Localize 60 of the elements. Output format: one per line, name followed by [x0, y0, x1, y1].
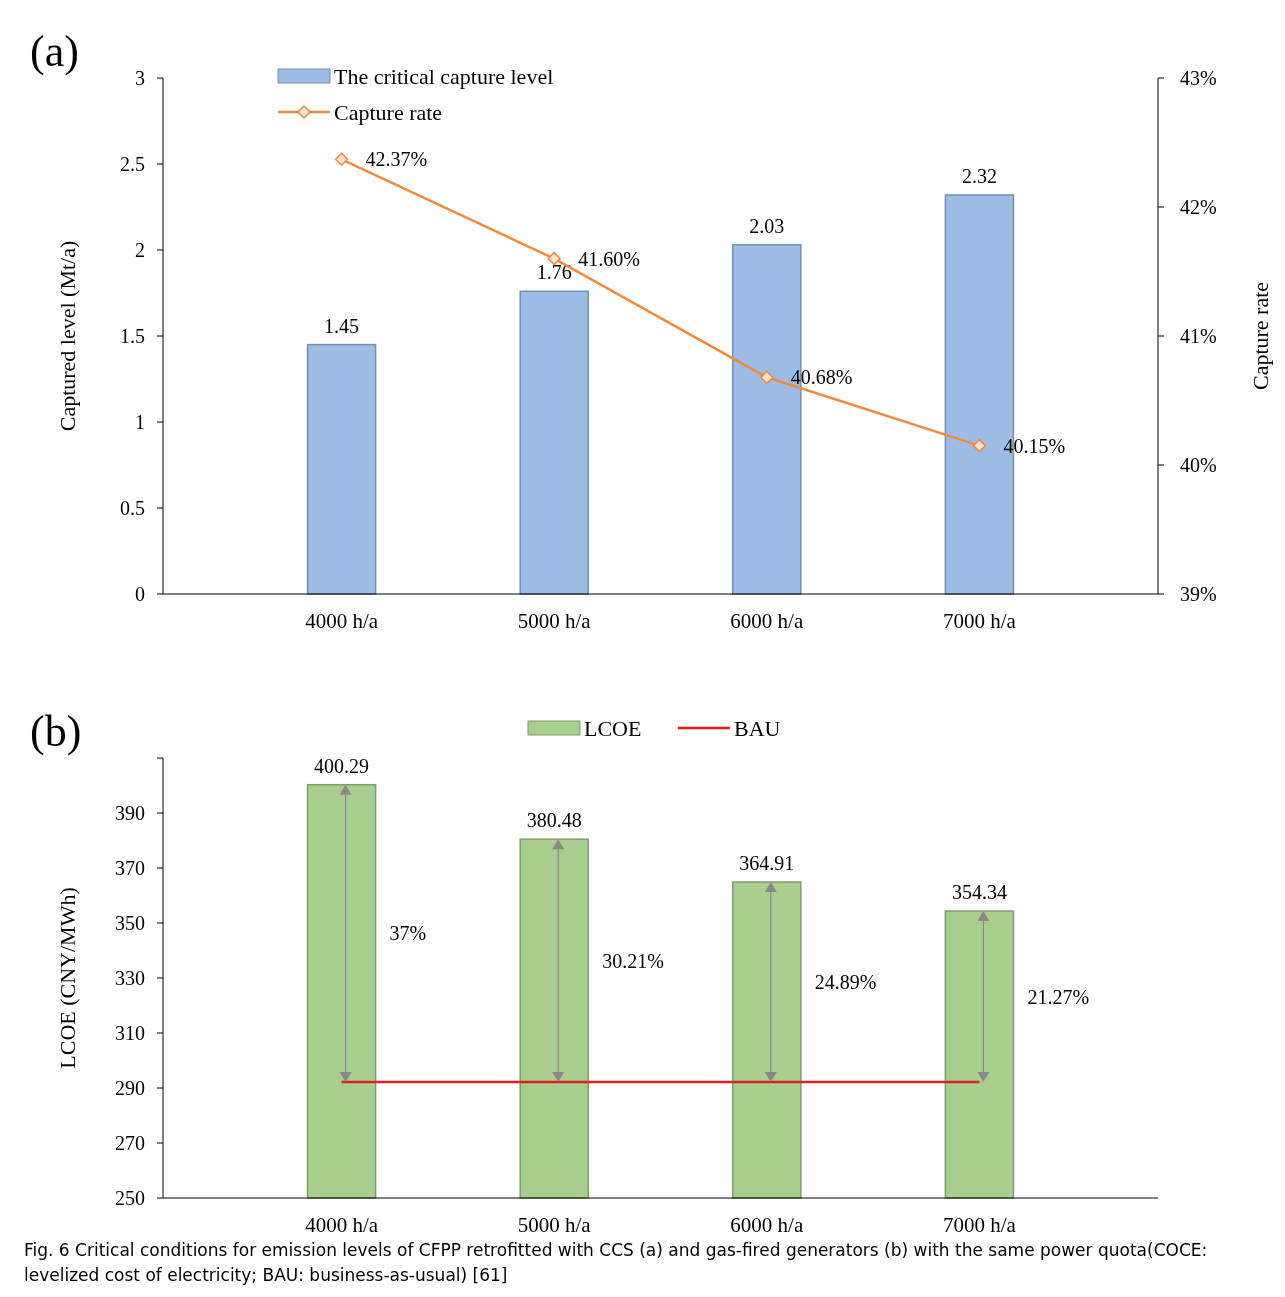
data-label: 364.91: [739, 852, 795, 874]
data-label: 42.37%: [365, 148, 428, 171]
x-tick-label: 6000 h/a: [730, 609, 804, 633]
x-tick-label: 7000 h/a: [942, 609, 1017, 633]
point: [760, 370, 774, 385]
legend-label: The critical capture level: [334, 63, 554, 89]
y2-tick-label: 39%: [1180, 583, 1217, 605]
chart-title: (a): [30, 27, 79, 76]
data-label: 354.34: [951, 881, 1007, 904]
annotation: 37%: [389, 922, 427, 945]
x-tick-label: 4000 h/a: [305, 1213, 379, 1237]
y-tick-label: 1: [135, 411, 145, 433]
y2-axis-title: Capture rate: [1248, 281, 1273, 391]
legend-label: Capture rate: [334, 99, 443, 125]
y-tick-label: 2: [135, 239, 145, 261]
y-tick-label: 1.5: [120, 325, 145, 347]
data-label: 2.32: [961, 164, 997, 187]
data-label: 400.29: [314, 754, 370, 777]
y2-tick-label: 42%: [1180, 196, 1217, 218]
bar: [306, 343, 377, 595]
point: [334, 152, 349, 167]
bar: [519, 290, 589, 595]
y-tick-label: 0: [135, 583, 145, 605]
annotation: 24.89%: [814, 970, 877, 993]
y-tick-label: 270: [115, 1132, 145, 1154]
y-axis-title: LCOE (CNY/MWh): [55, 887, 80, 1069]
x-tick-label: 4000 h/a: [305, 609, 379, 633]
y2-tick-label: 43%: [1180, 67, 1217, 89]
chart-title: (b): [30, 707, 82, 756]
point: [547, 251, 561, 266]
x-tick-label: 5000 h/a: [517, 1213, 592, 1237]
x-tick-label: 7000 h/a: [942, 1213, 1017, 1237]
data-label: 40.68%: [790, 366, 853, 389]
y-tick-label: 310: [115, 1022, 145, 1044]
data-label: 1.76: [536, 261, 572, 284]
annotation: 21.27%: [1027, 985, 1090, 1008]
y2-tick-label: 41%: [1180, 325, 1217, 347]
y-tick-label: 330: [115, 967, 145, 989]
y2-tick-label: 40%: [1180, 454, 1217, 476]
data-label: 380.48: [526, 809, 582, 832]
data-label: 2.03: [749, 214, 785, 237]
data-label: 40.15%: [1003, 434, 1066, 457]
data-label: 41.60%: [578, 247, 640, 270]
y-tick-label: 0.5: [120, 497, 145, 519]
y-tick-label: 350: [115, 912, 145, 934]
caption: Fig. 6 Critical conditions for emission levels of CFPP retrofitted with CCS (a) and gas-fired generators (b) with the same power quota(COCE: levelized cost of electricity; BAU: business-as-usual) [61]: [24, 1239, 1209, 1287]
data-label: 1.45: [324, 314, 360, 337]
x-tick-label: 6000 h/a: [730, 1213, 804, 1237]
legend-label: BAU: [734, 715, 781, 741]
y-tick-label: 250: [115, 1187, 145, 1209]
point: [972, 438, 987, 453]
y-axis-title: Captured level (Mt/a): [55, 240, 80, 432]
x-tick-label: 5000 h/a: [517, 609, 592, 633]
y-tick-label: 3: [135, 67, 145, 89]
annotation: 30.21%: [602, 949, 664, 972]
y-tick-label: 390: [115, 802, 145, 824]
y-tick-label: 370: [115, 857, 145, 879]
y-tick-label: 290: [115, 1077, 145, 1099]
legend-label: LCOE: [584, 715, 642, 741]
y-tick-label: 2.5: [120, 153, 145, 175]
